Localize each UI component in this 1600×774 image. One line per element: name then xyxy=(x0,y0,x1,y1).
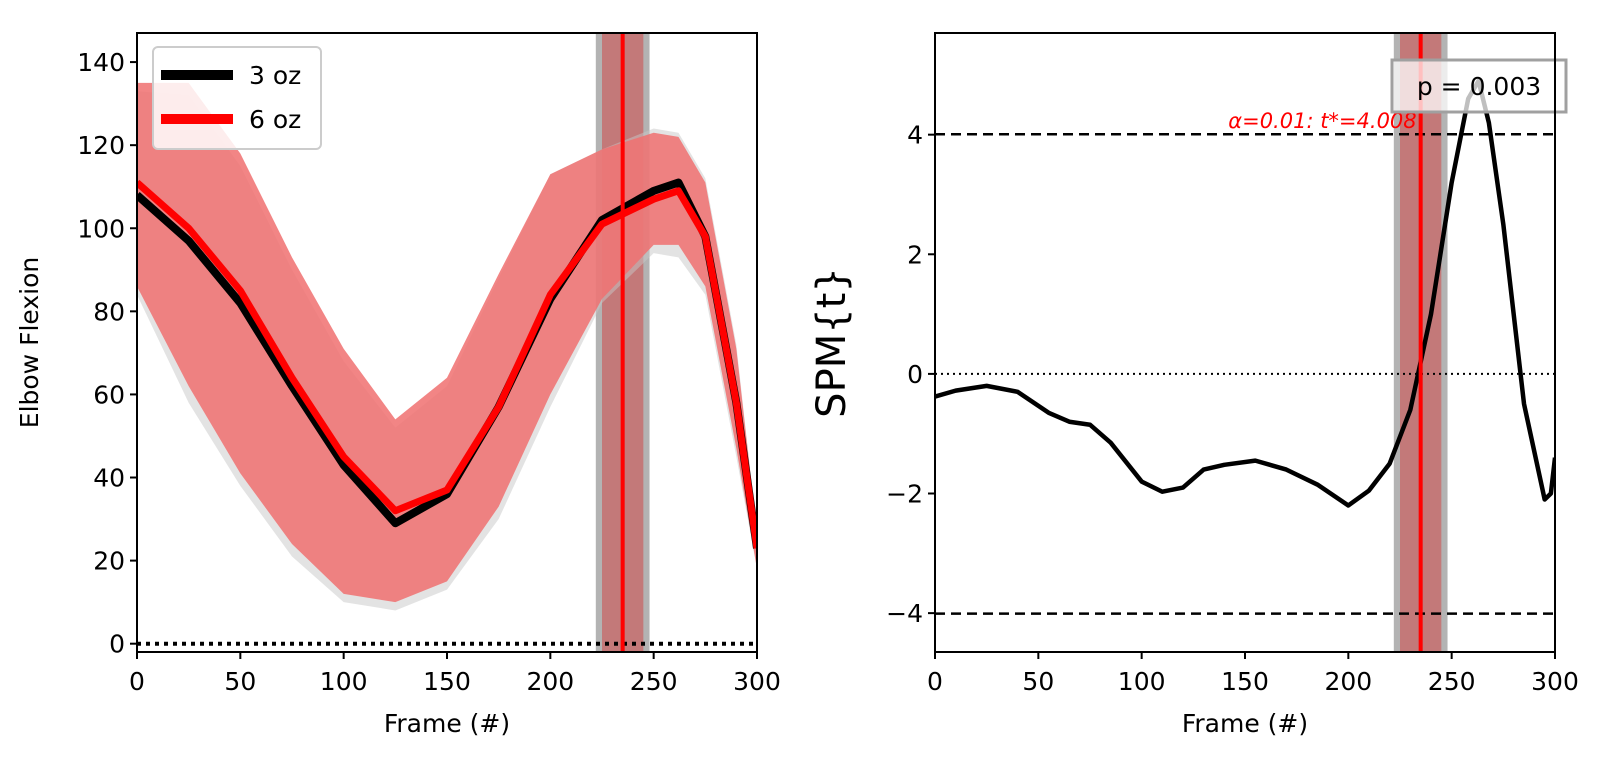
legend-label-6oz: 6 oz xyxy=(249,105,301,134)
x-tick-label: 200 xyxy=(1324,667,1372,696)
p-value-box xyxy=(1390,58,1568,114)
x-tick-label: 250 xyxy=(630,667,678,696)
x-axis-label: Frame (#) xyxy=(1182,709,1308,738)
x-tick-label: 250 xyxy=(1428,667,1476,696)
y-tick-label: 4 xyxy=(907,121,923,150)
x-axis-label: Frame (#) xyxy=(384,709,510,738)
y-tick-label: 2 xyxy=(907,240,923,269)
p-value-label: p = 0.003 xyxy=(1417,72,1541,101)
y-axis-label: Elbow Flexion xyxy=(15,257,44,428)
spm-t-curve xyxy=(935,78,1555,508)
series-line-6oz xyxy=(137,179,757,549)
y-tick-label: 140 xyxy=(77,48,125,77)
x-tick-label: 200 xyxy=(526,667,574,696)
y-tick-label: 80 xyxy=(93,297,125,326)
left-chart-panel: 0 50 100 150 200 250 300 0 20 40 60 80 100 120 140 Fram… xyxy=(15,32,781,738)
y-tick-label: 0 xyxy=(109,630,125,659)
y-tick-label: 40 xyxy=(93,464,125,493)
y-tick-label: 100 xyxy=(77,214,125,243)
x-tick-label: 0 xyxy=(129,667,145,696)
x-tick-label: 150 xyxy=(423,667,471,696)
x-tick-label: 150 xyxy=(1221,667,1269,696)
x-tick-label: 50 xyxy=(1022,667,1054,696)
legend: 3 oz 6 oz xyxy=(152,46,322,150)
series-band-6oz xyxy=(137,82,757,603)
y-tick-label: −4 xyxy=(886,599,923,628)
plot-area xyxy=(935,33,1555,652)
y-tick-label: 0 xyxy=(907,360,923,389)
y-axis-label: SPM{t} xyxy=(809,267,855,418)
x-tick-label: 100 xyxy=(1118,667,1166,696)
y-tick-label: 60 xyxy=(93,380,125,409)
x-tick-label: 50 xyxy=(224,667,256,696)
x-tick-label: 300 xyxy=(733,667,781,696)
threshold-label: α=0.01: t*=4.008 xyxy=(1228,109,1416,133)
x-tick-label: 100 xyxy=(320,667,368,696)
y-tick-label: −2 xyxy=(886,480,923,509)
plot-area xyxy=(137,33,757,652)
y-tick-label: 20 xyxy=(93,547,125,576)
y-tick-label: 120 xyxy=(77,131,125,160)
legend-label-3oz: 3 oz xyxy=(249,61,301,90)
x-tick-label: 300 xyxy=(1531,667,1579,696)
x-tick-label: 0 xyxy=(927,667,943,696)
